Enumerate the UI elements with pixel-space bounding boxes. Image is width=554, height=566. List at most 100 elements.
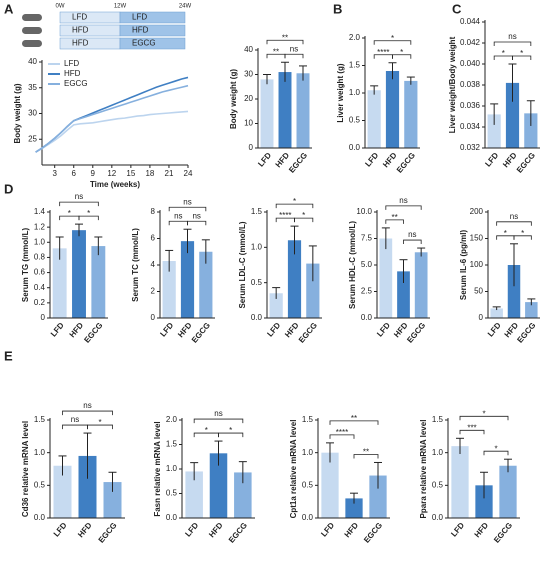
y-tick-label: 0.0 <box>361 313 373 322</box>
y-tick-label: 0.5 <box>251 278 263 287</box>
y-tick-label: 150 <box>470 234 484 243</box>
y-tick-label: 40 <box>28 57 37 66</box>
y-tick-label: 0.0 <box>34 513 46 522</box>
y-tick-label: 1.0 <box>302 448 314 457</box>
significance-bracket <box>62 424 88 430</box>
y-tick-label: 1.5 <box>34 415 46 424</box>
x-tick-label: HFD <box>76 521 94 540</box>
significance-bracket <box>329 434 355 439</box>
bar <box>287 240 302 318</box>
x-tick-label: 24 <box>184 169 193 178</box>
y-tick-label: 30 <box>28 109 37 118</box>
significance-bracket <box>385 205 422 210</box>
significance-label: * <box>494 444 497 453</box>
significance-bracket <box>513 235 532 240</box>
y-tick-label: 25 <box>28 134 37 143</box>
significance-label: * <box>68 209 71 218</box>
y-tick-label: 0.5 <box>166 489 178 498</box>
significance-label: ns <box>408 230 416 239</box>
significance-label: ns <box>83 401 91 410</box>
y-tick-label: 0.0 <box>166 513 178 522</box>
bar <box>490 308 503 318</box>
significance-label: * <box>520 49 523 58</box>
y-axis-label: Serum HDL-C (mmol/L) <box>348 221 357 309</box>
y-tick-label: 1.5 <box>251 207 263 216</box>
significance-label: **** <box>377 48 389 57</box>
significance-bracket <box>168 220 188 226</box>
chart: 25 30 35 40 Body weight (g) 3 6 9 12 15 18 21 24 Time… <box>13 57 193 189</box>
x-tick-label: 6 <box>72 169 77 178</box>
significance-label: ns <box>75 192 83 201</box>
group-label: EGCG <box>132 39 156 48</box>
x-tick-label: LFD <box>363 151 380 169</box>
y-axis-label: Body weight (g) <box>229 69 238 129</box>
group-box <box>119 11 186 24</box>
x-tick-label: EGCG <box>227 521 249 545</box>
bar <box>52 248 67 318</box>
chart: LFD HFD EGCG 0.0 0.5 1.0 1.5 Ppara relative mRN… <box>419 409 520 545</box>
group-label: LFD <box>132 13 147 22</box>
bar <box>487 114 501 148</box>
y-tick-label: 0.5 <box>34 480 46 489</box>
y-tick-label: 0.4 <box>34 283 46 292</box>
bar <box>234 472 252 518</box>
y-tick-label: 0.0 <box>251 313 263 322</box>
mouse-icon <box>22 27 42 34</box>
y-tick-label: 0.8 <box>34 253 46 262</box>
significance-bracket <box>284 53 304 59</box>
x-tick-label: 15 <box>126 169 135 178</box>
significance-bracket <box>218 432 244 438</box>
series-line <box>35 84 189 153</box>
significance-label: * <box>98 418 101 427</box>
significance-bracket <box>329 420 379 425</box>
x-tick-label: LFD <box>375 321 392 339</box>
y-tick-label: 0.0 <box>349 143 361 152</box>
bar <box>260 79 274 148</box>
x-tick-label: EGCG <box>362 521 384 545</box>
chart: LFD HFD EGCG 0.0 0.5 1.0 1.5 Cd36 relative mRNA… <box>21 401 125 545</box>
x-tick-label: HFD <box>473 521 491 540</box>
bar <box>379 238 393 318</box>
significance-label: *** <box>467 423 476 432</box>
series-line <box>35 76 189 153</box>
y-tick-label: 1.0 <box>34 237 46 246</box>
bar <box>78 455 97 518</box>
significance-bracket <box>385 219 404 224</box>
bar <box>269 293 283 318</box>
significance-bracket <box>459 429 485 435</box>
significance-bracket <box>493 41 532 46</box>
significance-label: * <box>87 209 90 218</box>
significance-label: * <box>302 211 305 220</box>
y-tick-label: 0.032 <box>460 143 481 152</box>
y-tick-label: 35 <box>28 83 37 92</box>
significance-bracket <box>59 201 99 207</box>
y-tick-label: 1.5 <box>349 61 361 70</box>
panel-label: C <box>452 1 462 16</box>
significance-bracket <box>403 239 422 245</box>
significance-label: ** <box>351 414 357 423</box>
x-tick-label: EGCG <box>395 151 417 175</box>
bar <box>296 73 310 148</box>
bar <box>505 82 520 148</box>
mouse-icon <box>22 40 42 47</box>
significance-label: * <box>400 48 403 57</box>
y-tick-label: 0.5 <box>432 480 444 489</box>
significance-label: * <box>229 426 232 435</box>
y-tick-label: 20 <box>244 94 253 103</box>
x-tick-label: HFD <box>207 521 225 540</box>
significance-bracket <box>512 55 532 60</box>
bar <box>385 71 400 148</box>
significance-label: ns <box>399 196 407 205</box>
x-tick-label: EGCG <box>287 151 309 175</box>
y-tick-label: 0.5 <box>349 116 361 125</box>
x-tick-label: 9 <box>91 169 96 178</box>
y-axis-label: Cd36 relative mRNA level <box>21 421 30 517</box>
y-tick-label: 1.5 <box>166 440 178 449</box>
bar <box>345 498 363 518</box>
y-tick-label: 0.036 <box>460 101 481 110</box>
significance-label: ** <box>363 448 369 457</box>
y-tick-label: 1.0 <box>349 88 361 97</box>
x-tick-label: EGCG <box>515 321 537 345</box>
bar <box>278 72 292 148</box>
